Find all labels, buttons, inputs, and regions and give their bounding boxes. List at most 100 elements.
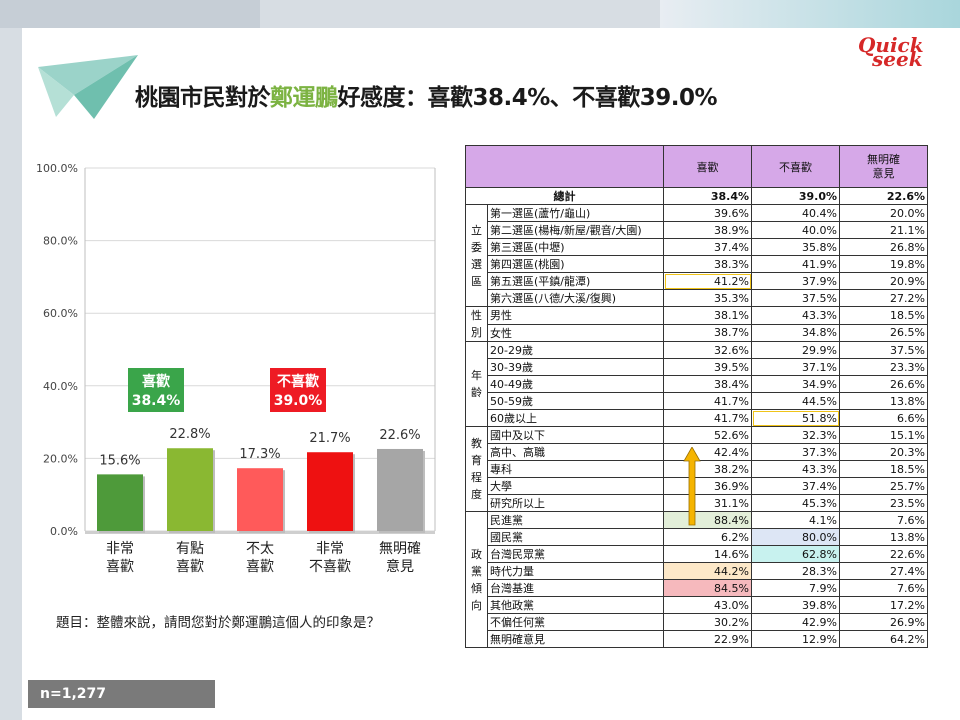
row-label: 第一選區(蘆竹/龜山) (487, 204, 664, 222)
cell-value: 41.7% (663, 392, 752, 410)
cell-value: 20.0% (839, 204, 928, 222)
cell-value: 37.1% (751, 358, 840, 376)
row-label: 時代力量 (487, 562, 664, 580)
header-dislike: 不喜歡 (751, 145, 840, 188)
cell-value: 25.7% (839, 477, 928, 495)
cell-value: 35.8% (751, 238, 840, 256)
table-row: 專科 38.2% 43.3% 18.5% (466, 460, 928, 478)
cell-value: 41.9% (751, 255, 840, 273)
cell-value: 44.5% (751, 392, 840, 410)
row-label: 台灣基進 (487, 579, 664, 597)
cell-value: 37.9% (751, 272, 840, 290)
x-category-label: 有點喜歡 (176, 541, 204, 575)
row-label: 20-29歲 (487, 341, 664, 359)
y-tick-label: 20.0% (43, 452, 78, 465)
group-label: 立 委 選 區 (465, 204, 488, 307)
table-row: 60歲以上 41.7% 51.8% 6.6% (466, 409, 928, 427)
cell-value: 19.8% (839, 255, 928, 273)
cell-value: 31.1% (663, 494, 752, 512)
row-label: 第六選區(八德/大溪/復興) (487, 289, 664, 307)
x-category-line: 意見 (386, 558, 414, 575)
cell-value: 7.6% (839, 579, 928, 597)
table-row: 台灣民眾黨 14.6% 62.8% 22.6% (466, 545, 928, 563)
bar (377, 448, 423, 531)
bar-value-label: 22.8% (169, 427, 210, 442)
cell-value: 7.9% (751, 579, 840, 597)
cell-value: 27.4% (839, 562, 928, 580)
table-row: 國民黨 6.2% 80.0% 13.8% (466, 528, 928, 546)
cell-value: 23.5% (839, 494, 928, 512)
table-corner-cell (465, 145, 664, 188)
cell-value: 30.2% (663, 613, 752, 631)
callout-label: 不喜歡 (277, 373, 319, 390)
cell-value: 20.9% (839, 272, 928, 290)
cell-value: 39.6% (663, 204, 752, 222)
cell-value: 34.8% (751, 323, 840, 342)
table-row: 40-49歲 38.4% 34.9% 26.6% (466, 375, 928, 393)
table-row: 年 齡 20-29歲 32.6% 29.9% 37.5% (465, 341, 928, 427)
row-label: 研究所以上 (487, 494, 664, 512)
table-row: 第五選區(平鎮/龍潭) 41.2% 37.9% 20.9% (466, 272, 928, 290)
cell-value: 38.3% (663, 255, 752, 273)
table-row: 性 別男性 38.1% 43.3% 18.5% (465, 306, 928, 342)
bar (237, 468, 283, 531)
header-no-opinion: 無明確 意見 (839, 145, 928, 188)
table-row: 無明確意見 22.9% 12.9% 64.2% (466, 630, 928, 648)
cell-value: 26.6% (839, 375, 928, 393)
question-text: 題目：整體來說，請問您對於鄭運鵬這個人的印象是？ (56, 615, 380, 631)
cell-value: 42.4% (663, 443, 752, 461)
cell-value: 14.6% (663, 545, 752, 563)
x-category-label: 非常不喜歡 (309, 541, 351, 575)
row-label: 台灣民眾黨 (487, 545, 664, 563)
cell-value: 32.6% (663, 341, 752, 359)
cell-value: 88.4% (663, 511, 752, 529)
table-row: 第二選區(楊梅/新屋/觀音/大園) 38.9% 40.0% 21.1% (466, 221, 928, 239)
cell-value: 17.2% (839, 596, 928, 614)
row-label: 第三選區(中壢) (487, 238, 664, 256)
table-row: 教 育 程 度國中及以下 52.6% 32.3% 15.1% (465, 426, 928, 512)
top-right-decoration (660, 0, 960, 28)
y-tick-label: 100.0% (36, 162, 78, 175)
bar-value-label: 22.6% (379, 428, 420, 443)
cell-value: 51.8% (751, 409, 840, 427)
x-category-line: 不太 (246, 541, 274, 557)
cell-value: 43.0% (663, 596, 752, 614)
cell-value: 41.2% (663, 272, 752, 290)
group-label: 性 別 (465, 306, 488, 342)
cell-value: 37.4% (751, 477, 840, 495)
cell-value: 18.5% (839, 460, 928, 478)
row-label: 不偏任何黨 (487, 613, 664, 631)
total-value: 39.0% (751, 187, 840, 205)
bar-value-label: 21.7% (309, 431, 350, 446)
sample-size-box: n=1,277 (28, 680, 215, 708)
title-name: 鄭運鵬 (270, 85, 338, 111)
top-left-decoration (0, 0, 260, 28)
bar (167, 448, 213, 531)
cell-value: 39.5% (663, 358, 752, 376)
quickseek-logo: Quick seek (858, 35, 924, 69)
cell-value: 43.3% (751, 460, 840, 478)
cell-value: 7.6% (839, 511, 928, 529)
table-row: 台灣基進 84.5% 7.9% 7.6% (466, 579, 928, 597)
crosstab-table: 喜歡 不喜歡 無明確 意見 總計 38.4% 39.0% 22.6% 立 委 選 區第一… (465, 145, 928, 648)
table-row: 不偏任何黨 30.2% 42.9% 26.9% (466, 613, 928, 631)
row-label: 第四選區(桃園) (487, 255, 664, 273)
x-category-line: 有點 (176, 541, 204, 557)
callout-value: 39.0% (274, 393, 323, 409)
cell-value: 4.1% (751, 511, 840, 529)
cell-value: 40.0% (751, 221, 840, 239)
table-row: 大學 36.9% 37.4% 25.7% (466, 477, 928, 495)
group-label: 教 育 程 度 (465, 426, 488, 512)
title-prefix: 桃園市民對於 (135, 85, 271, 111)
y-tick-label: 0.0% (50, 525, 78, 538)
callout-box (270, 368, 326, 412)
table-header-row: 喜歡 不喜歡 無明確 意見 (465, 145, 928, 188)
cell-value: 26.8% (839, 238, 928, 256)
bar-chart: 0.0%20.0%40.0%60.0%80.0%100.0%15.6%非常喜歡2… (36, 162, 436, 575)
cell-value: 84.5% (663, 579, 752, 597)
x-category-label: 不太喜歡 (246, 541, 274, 575)
cell-value: 20.3% (839, 443, 928, 461)
table-row: 政 黨 傾 向民進黨 88.4% 4.1% 7.6% (465, 511, 928, 648)
x-category-line: 喜歡 (106, 559, 134, 575)
row-label: 無明確意見 (487, 630, 664, 648)
